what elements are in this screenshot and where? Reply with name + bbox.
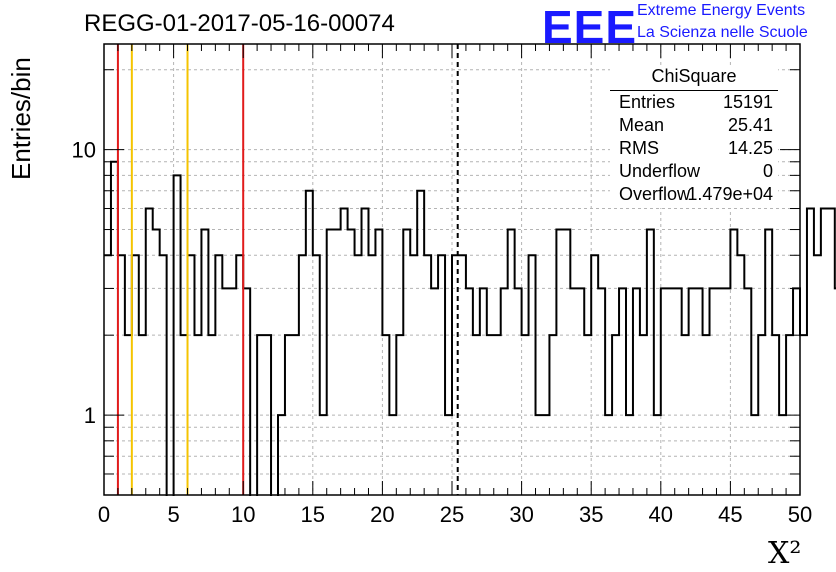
x-tick-label: 40 xyxy=(649,502,673,527)
stats-key: Mean xyxy=(619,115,665,135)
stats-value: 15191 xyxy=(722,92,773,112)
eee-logo: EEE xyxy=(542,1,638,53)
eee-logo-line1: Extreme Energy Events xyxy=(637,2,806,19)
stats-value: 1.479e+04 xyxy=(687,184,773,204)
plot-title: REGG-01-2017-05-16-00074 xyxy=(84,10,395,37)
stats-box: ChiSquare Entries 15191 Mean 25.41 RMS 1… xyxy=(610,66,778,208)
x-tick-label: 0 xyxy=(98,502,110,527)
bottom-mask xyxy=(0,496,836,572)
stats-value: 0 xyxy=(762,161,773,181)
x-tick-label: 10 xyxy=(231,502,255,527)
eee-logo-line2: La Scienza nelle Scuole xyxy=(637,24,808,41)
x-tick-label: 5 xyxy=(167,502,179,527)
x-tick-label: 20 xyxy=(370,502,394,527)
y-tick-label: 1 xyxy=(84,403,96,428)
stats-key: Entries xyxy=(619,92,676,112)
stats-separator xyxy=(610,90,778,91)
stats-title: ChiSquare xyxy=(651,66,737,86)
stats-row-underflow: Underflow 0 xyxy=(619,161,773,183)
x-tick-label: 35 xyxy=(579,502,603,527)
stats-value: 14.25 xyxy=(727,138,773,158)
y-tick-label: 10 xyxy=(72,138,96,163)
x-tick-label: 15 xyxy=(301,502,325,527)
stats-key: Overflow xyxy=(619,184,691,204)
stats-key: RMS xyxy=(619,138,659,158)
x-tick-label: 30 xyxy=(509,502,533,527)
y-axis-label: Entries/bin xyxy=(6,57,36,180)
x-tick-label: 50 xyxy=(788,502,812,527)
stats-row-entries: Entries 15191 xyxy=(619,92,773,114)
stats-key: Underflow xyxy=(619,161,701,181)
stats-row-mean: Mean 25.41 xyxy=(619,115,773,137)
stats-row-overflow: Overflow 1.479e+04 xyxy=(619,184,773,206)
stats-value: 25.41 xyxy=(727,115,773,135)
x-tick-label: 45 xyxy=(718,502,742,527)
x-tick-label: 25 xyxy=(440,502,464,527)
stats-row-rms: RMS 14.25 xyxy=(619,138,773,160)
histogram-line xyxy=(104,160,836,526)
x-axis-label: X² xyxy=(768,536,802,571)
